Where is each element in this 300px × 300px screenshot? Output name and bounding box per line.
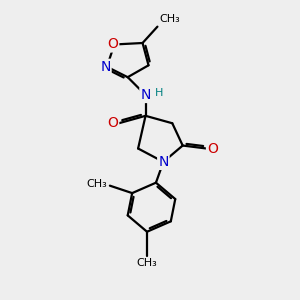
Text: O: O [207, 142, 218, 155]
Text: CH₃: CH₃ [159, 14, 180, 24]
Text: H: H [155, 88, 164, 98]
Text: N: N [158, 155, 169, 169]
Text: O: O [107, 116, 118, 130]
Text: N: N [100, 60, 111, 74]
Text: CH₃: CH₃ [137, 259, 158, 269]
Text: O: O [107, 38, 118, 52]
Text: CH₃: CH₃ [86, 179, 107, 189]
Text: N: N [140, 88, 151, 102]
